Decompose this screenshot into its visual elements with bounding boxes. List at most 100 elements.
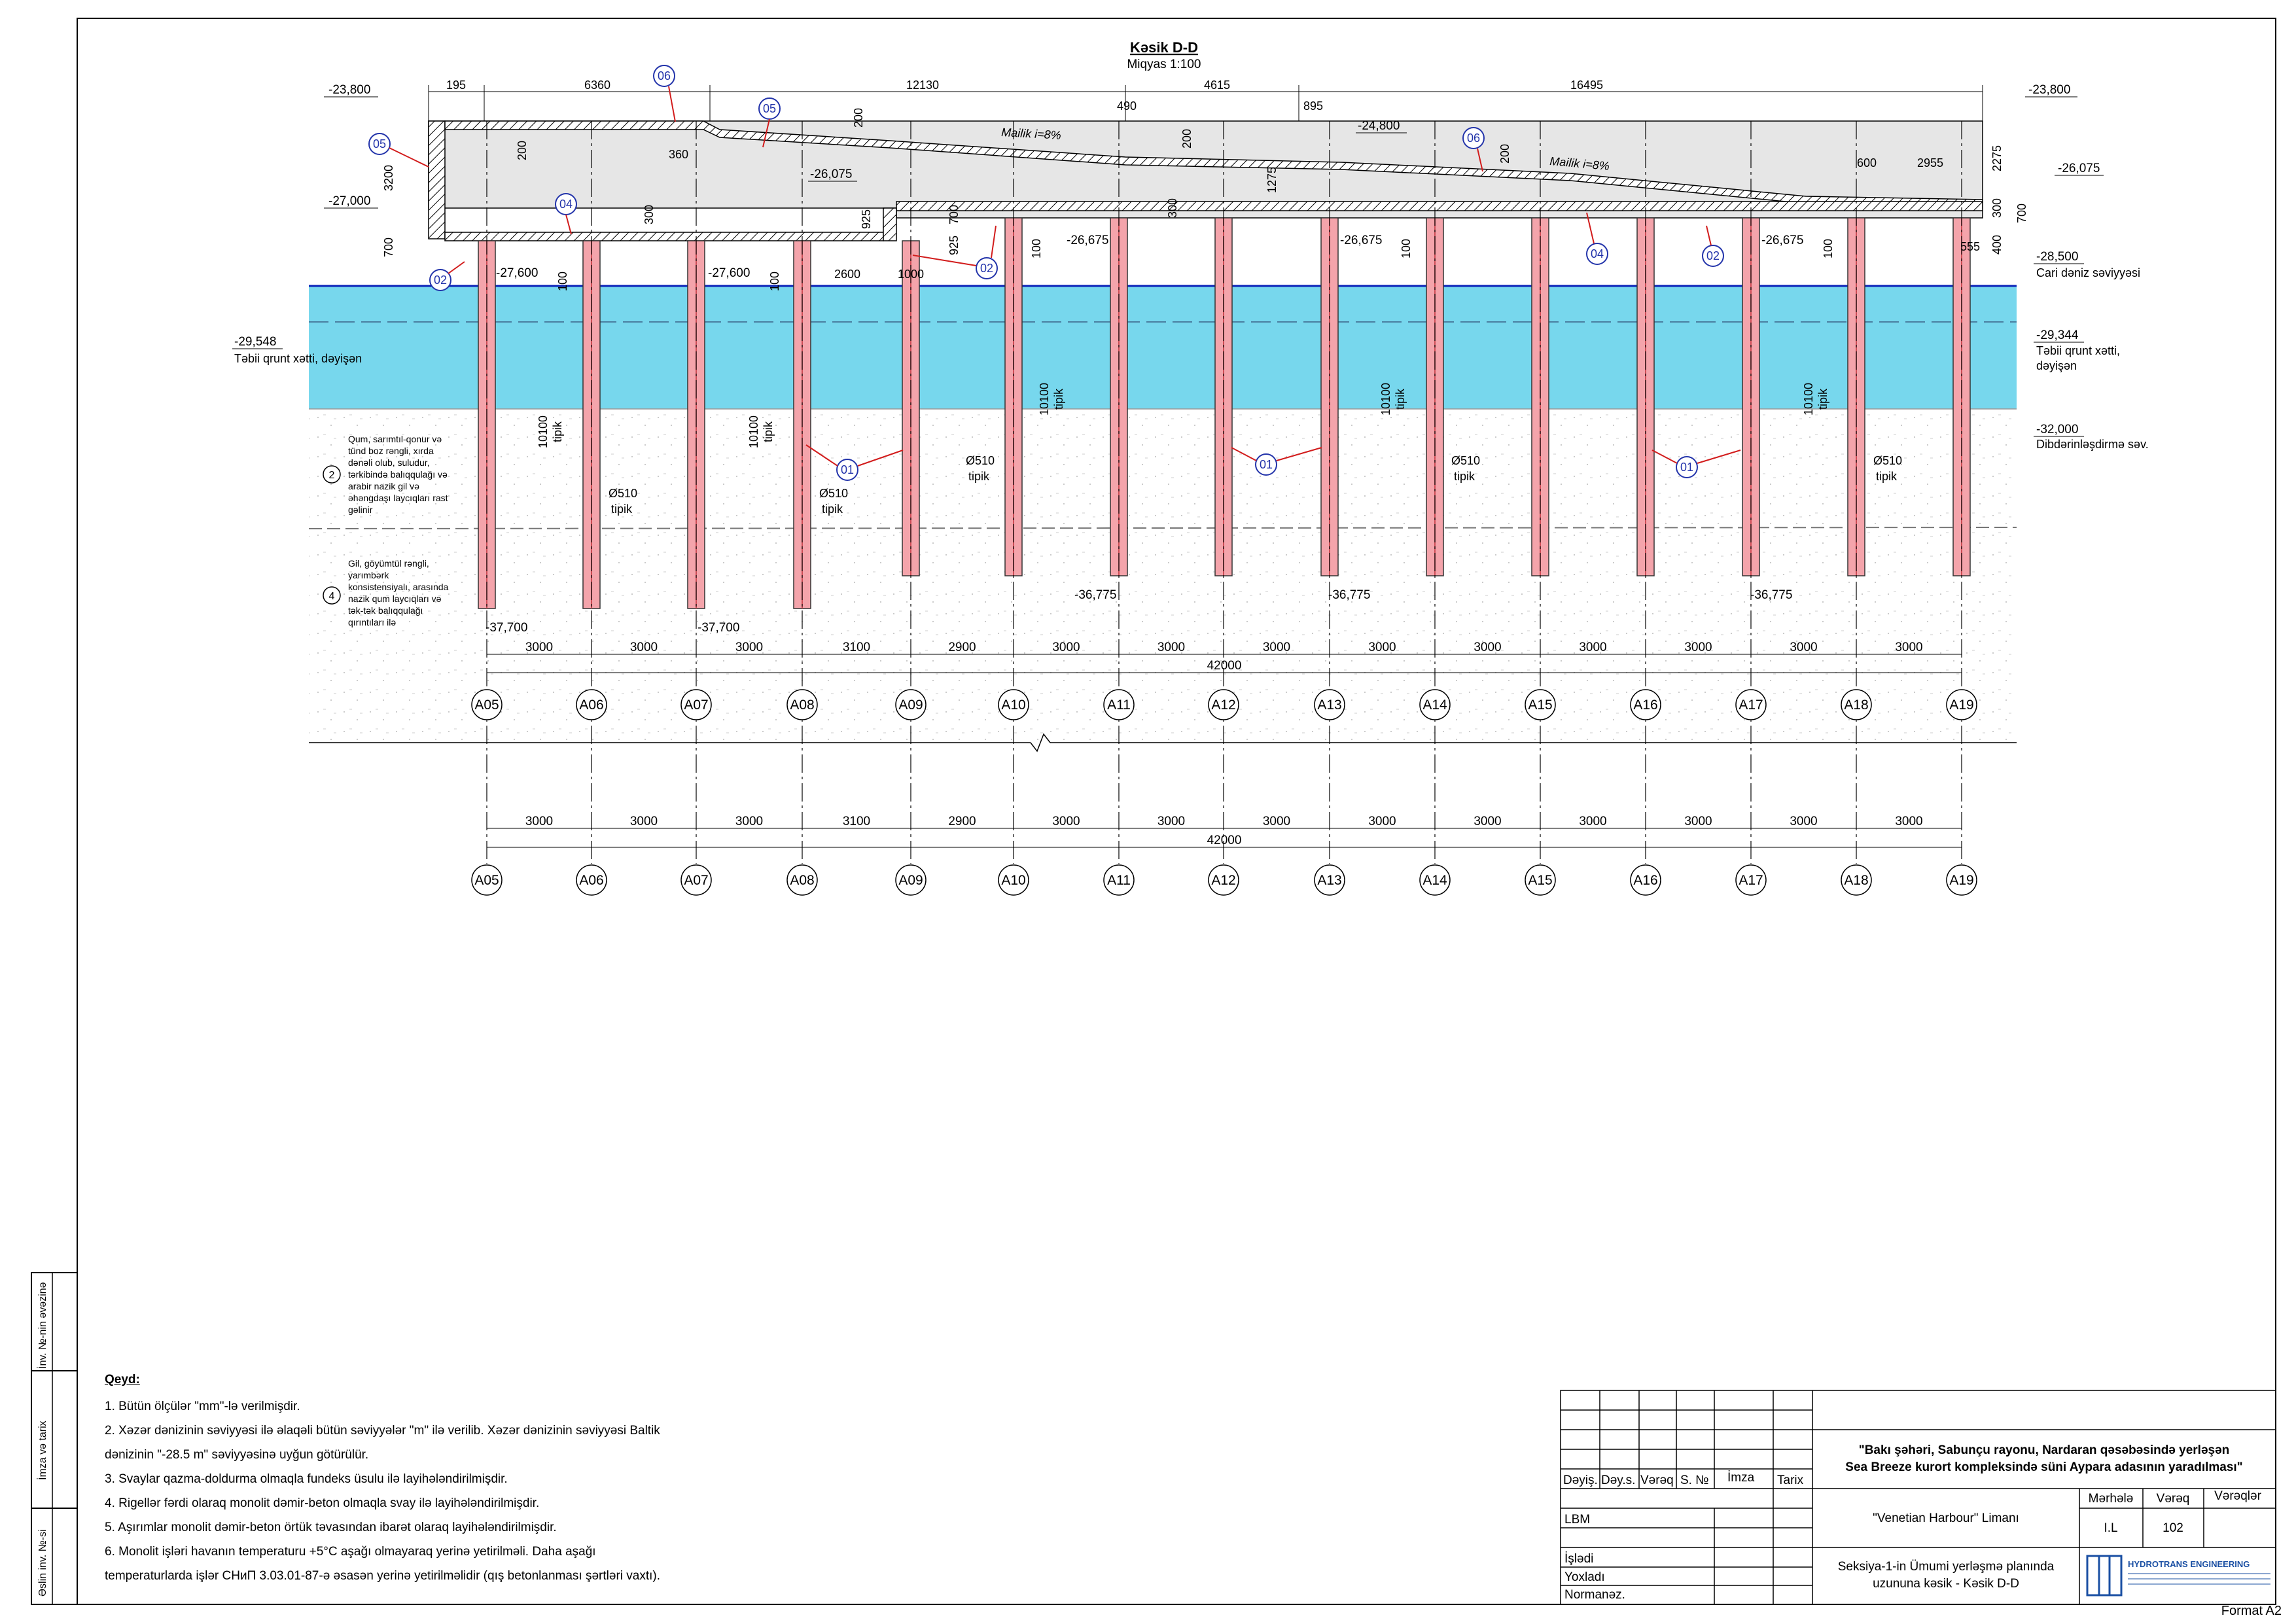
elev-36775-c: -36,775: [1750, 588, 1792, 602]
elev-27600-b: -27,600: [708, 266, 750, 280]
svg-text:01: 01: [1260, 458, 1273, 471]
pile-dia-4: Ø510: [1451, 454, 1480, 467]
svg-text:06: 06: [1467, 132, 1480, 145]
note-3: 3. Svaylar qazma-doldurma olmaqla fundek…: [105, 1472, 508, 1486]
notes-block: Qeyd: 1. Bütün ölçülər "mm"-lə verilmişd…: [105, 1368, 759, 1588]
elev-32000: -32,000: [2036, 423, 2078, 436]
spacing-label: 2900: [948, 641, 976, 654]
axis-bubble: [1208, 689, 1239, 720]
spacing-label: 3000: [1579, 641, 1606, 654]
marker-01-a: 01: [805, 444, 904, 481]
spacing-label: 3000: [1263, 815, 1290, 828]
spacing-label: 3000: [630, 641, 658, 654]
axis-label-A07: A07: [684, 873, 708, 888]
pile-dia-3: Ø510: [966, 454, 995, 467]
axis-bubble: [1630, 689, 1661, 720]
total-length-label: 42000: [1207, 834, 1242, 847]
tb-object: "Venetian Harbour" Limanı: [1873, 1511, 2019, 1525]
axis-bubble: [1419, 864, 1451, 896]
marker-02-b: 02: [912, 225, 998, 279]
company-logo: HYDROTRANS ENGINEERING: [2086, 1555, 2270, 1597]
tb-row-isledi: İşlədi: [1564, 1552, 1593, 1566]
tb-drawing-line2: uzununa kəsik - Kəsik D-D: [1873, 1577, 2019, 1591]
dim-200-d: 200: [1498, 144, 1511, 164]
elev-28500: -28,500: [2036, 250, 2078, 264]
dim-490: 490: [1117, 99, 1137, 113]
axis-bubble: [1630, 864, 1661, 896]
axis-bubble: [998, 864, 1029, 896]
tb-project-line2: Sea Breeze kurort kompleksində süni Aypa…: [1845, 1460, 2242, 1474]
margin-stamp-frame: [31, 1272, 78, 1605]
elev-29344: -29,344: [2036, 328, 2079, 342]
svg-text:tək-tək balıqqulağı: tək-tək balıqqulağı: [348, 605, 423, 616]
elev-26675-a: -26,675: [1067, 234, 1108, 247]
tb-col-tarix: Tarix: [1777, 1474, 1804, 1487]
spacing-label: 3000: [1157, 815, 1185, 828]
svg-text:nazik qum laycıqları və: nazik qum laycıqları və: [348, 593, 442, 604]
deck-bottom-hatch: [444, 232, 884, 241]
dim-895: 895: [1303, 99, 1323, 113]
dim-4615: 4615: [1204, 79, 1230, 92]
axis-bubble: [998, 689, 1029, 720]
dim-600: 600: [1857, 156, 1877, 169]
svg-text:04: 04: [1591, 247, 1604, 260]
dim-100-b: 100: [768, 272, 781, 291]
svg-text:dənəli olub, suludur,: dənəli olub, suludur,: [348, 457, 430, 468]
tipik-10100-e: tipik: [1816, 388, 1829, 410]
axis-label-A14: A14: [1422, 697, 1447, 713]
elev-23800-left: -23,800: [328, 83, 370, 97]
marker-04-a: 04: [555, 193, 577, 235]
axis-label-A09: A09: [898, 873, 923, 888]
axis-bubble: [1841, 864, 1872, 896]
margin-inv-replace: İnv. №-nin əvəzinə: [36, 1282, 48, 1369]
vertical-dimensions: 3200 700 200 300 200 925 700 925 200 300…: [382, 108, 2028, 448]
tb-row-normanez: Normanəz.: [1564, 1588, 1625, 1602]
deck-bottom-hatch-2: [896, 201, 1983, 211]
dim-1275: 1275: [1265, 167, 1279, 193]
dim-195: 195: [446, 79, 466, 92]
total-length-label: 42000: [1207, 659, 1242, 673]
spacing-label: 2900: [948, 815, 976, 828]
axis-bubble: [1314, 689, 1345, 720]
marker-05-b: 05: [368, 133, 429, 168]
dim-555: 555: [1960, 240, 1980, 253]
ground-line-left-label: Təbii qrunt xətti, dəyişən: [234, 352, 362, 365]
spacing-label: 3000: [1474, 815, 1501, 828]
pile-tipik-1: tipik: [611, 503, 633, 516]
dim-300-c: 300: [1990, 198, 2004, 218]
elev-27000: -27,000: [328, 194, 370, 208]
axis-label-A17: A17: [1739, 873, 1763, 888]
axis-label-A12: A12: [1211, 697, 1235, 713]
dim-700-right: 700: [2015, 203, 2028, 223]
tipik-10100-a: tipik: [551, 421, 564, 442]
axis-label-A08: A08: [790, 697, 814, 713]
tb-stage-label: Mərhələ: [2089, 1492, 2134, 1506]
axis-bubble: [471, 689, 503, 720]
soil-layer-2-desc: 2 Qum, sarımtıl-qonur və tünd boz rəngli…: [323, 434, 448, 515]
axis-bubble: [1314, 864, 1345, 896]
axis-bubble: [1735, 689, 1767, 720]
format-label: Format A2: [2221, 1604, 2282, 1618]
tb-stage-value: I.L: [2104, 1521, 2117, 1535]
dim-925-b: 925: [947, 236, 961, 255]
marker-02-a: 02: [429, 261, 465, 291]
dim-10100-a: 10100: [537, 415, 550, 448]
top-dimension-chain: 195 6360 12130 4615 16495 490 895 600 29…: [428, 79, 1983, 281]
slope-label-1: Mailik i=8%: [1001, 126, 1061, 142]
axis-bubble: [1841, 689, 1872, 720]
page-title: Kəsik D-D: [1130, 39, 1198, 56]
note-1: 1. Bütün ölçülər "mm"-lə verilmişdir.: [105, 1400, 300, 1413]
pile-tipik-5: tipik: [1876, 470, 1898, 483]
svg-text:arabir nazik gil və: arabir nazik gil və: [348, 481, 419, 491]
elevation-tags: -23,800 -27,000 -26,075 -24,800 -23,800 …: [232, 83, 2104, 635]
svg-text:Qum, sarımtıl-qonur və: Qum, sarımtıl-qonur və: [348, 434, 442, 444]
axis-label-A15: A15: [1528, 697, 1552, 713]
axis-label-A05: A05: [474, 697, 499, 713]
scale-label: Miqyas 1:100: [1127, 58, 1201, 71]
axis-bubble: [1208, 864, 1239, 896]
dim-100-a: 100: [556, 272, 569, 291]
elev-37700-b: -37,700: [698, 621, 739, 635]
svg-text:tünd boz rəngli, xırda: tünd boz rəngli, xırda: [348, 446, 434, 456]
dim-200-c: 200: [1180, 129, 1193, 149]
